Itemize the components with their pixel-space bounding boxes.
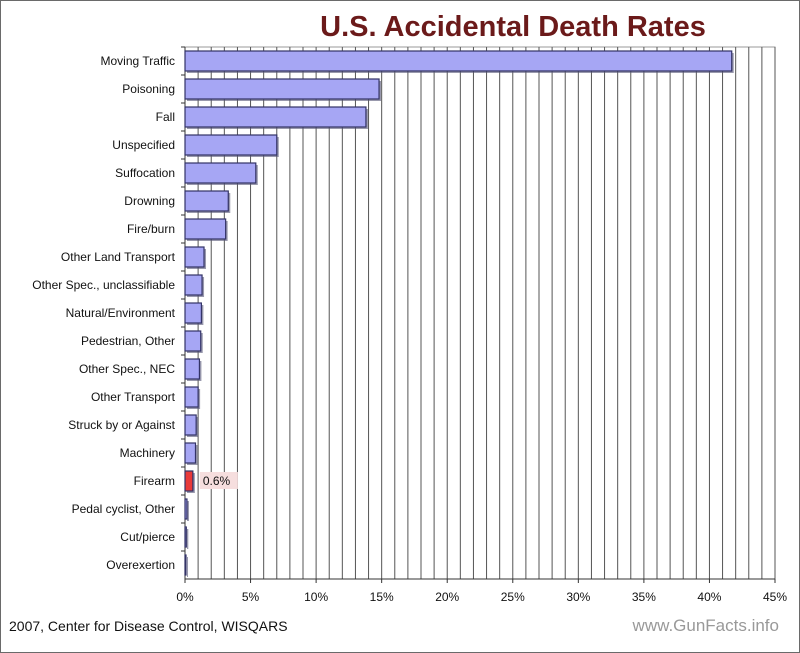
bar-shadow [187, 501, 189, 521]
bar-moving-traffic [184, 50, 733, 72]
x-tick-label: 15% [370, 590, 394, 604]
bar-overexertion [184, 554, 187, 576]
bar-machinery [184, 442, 197, 464]
bar-pedestrian-other [184, 330, 202, 352]
x-tick-label: 10% [304, 590, 328, 604]
x-tick-label: 20% [435, 590, 459, 604]
category-label: Struck by or Against [68, 418, 175, 432]
x-tick-label: 25% [501, 590, 525, 604]
category-label: Pedal cyclist, Other [72, 502, 175, 516]
category-label: Drowning [124, 194, 175, 208]
chart-title: U.S. Accidental Death Rates [320, 11, 706, 43]
x-tick-label: 45% [763, 590, 787, 604]
bar-shadow [187, 529, 189, 549]
category-label: Fire/burn [127, 222, 175, 236]
x-tick-label: 35% [632, 590, 656, 604]
bar-natural-environment [184, 302, 202, 324]
category-label: Natural/Environment [66, 306, 176, 320]
bar-drowning [184, 190, 229, 212]
bar-firearm [184, 470, 194, 492]
category-label: Poisoning [122, 82, 175, 96]
plot-area [184, 46, 776, 580]
bar-fire-burn [184, 218, 227, 240]
category-label: Overexertion [106, 558, 175, 572]
bar-unspecified [184, 134, 278, 156]
watermark: www.GunFacts.info [632, 616, 779, 635]
bar-pedal-cyclist-other [184, 498, 188, 520]
data-label: 0.6% [203, 474, 231, 488]
category-label: Other Transport [91, 390, 176, 404]
category-label: Cut/pierce [120, 530, 175, 544]
x-tick-label: 40% [697, 590, 721, 604]
bar-other-land-transport [184, 246, 205, 268]
bar-fall [184, 106, 367, 128]
x-tick-label: 30% [566, 590, 590, 604]
bar-struck-by-or-against [184, 414, 197, 436]
category-label: Pedestrian, Other [81, 334, 175, 348]
category-label: Machinery [120, 446, 175, 460]
bar-other-spec-unclassifiable [184, 274, 203, 296]
category-label: Unspecified [112, 138, 175, 152]
category-label: Firearm [134, 474, 175, 488]
bar-poisoning [184, 78, 380, 100]
category-label: Suffocation [115, 166, 175, 180]
bar-other-transport [184, 386, 199, 408]
category-label: Fall [156, 110, 175, 124]
category-label: Other Spec., unclassifiable [32, 278, 175, 292]
category-label: Other Land Transport [61, 250, 176, 264]
data-label-bg [199, 472, 238, 489]
category-label: Moving Traffic [101, 54, 175, 68]
x-tick-label: 5% [242, 590, 260, 604]
bar-suffocation [184, 162, 257, 184]
bar-other-spec-nec [184, 358, 201, 380]
source-note: 2007, Center for Disease Control, WISQAR… [9, 618, 288, 634]
x-tick-label: 0% [176, 590, 194, 604]
bar-cut-pierce [184, 526, 187, 548]
bar-shadow [187, 557, 188, 577]
category-label: Other Spec., NEC [79, 362, 175, 376]
